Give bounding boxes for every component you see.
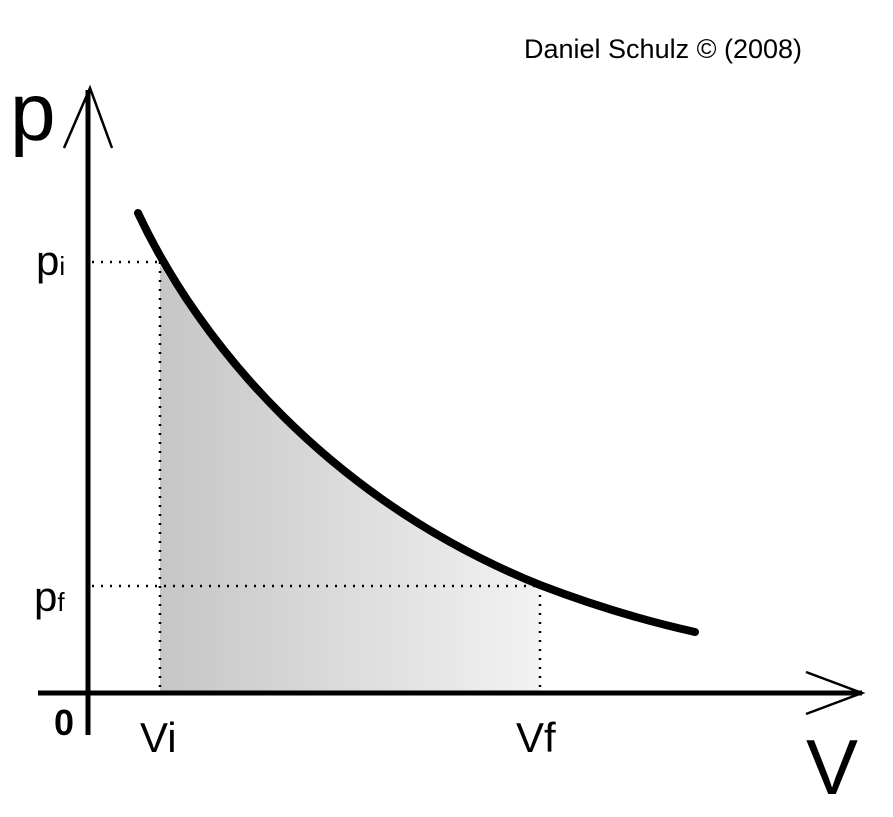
p-initial-base: p xyxy=(36,237,60,284)
axes xyxy=(38,84,866,735)
x-axis-label: V xyxy=(806,723,859,811)
origin-label: 0 xyxy=(54,702,75,743)
p-final-base: p xyxy=(34,573,58,620)
v-final-label: Vf xyxy=(516,714,556,761)
pv-curve xyxy=(134,209,699,636)
v-initial-label: Vi xyxy=(140,714,177,761)
y-axis-arrow-icon xyxy=(62,84,114,149)
p-initial-label: pi xyxy=(36,240,65,282)
p-final-sub: f xyxy=(57,587,65,617)
y-axis-label: p xyxy=(10,67,56,158)
x-axis-arrow-icon xyxy=(805,670,866,716)
p-final-label: pf xyxy=(34,576,65,618)
p-initial-sub: i xyxy=(59,251,66,281)
credit-text: Daniel Schulz © (2008) xyxy=(524,34,803,64)
